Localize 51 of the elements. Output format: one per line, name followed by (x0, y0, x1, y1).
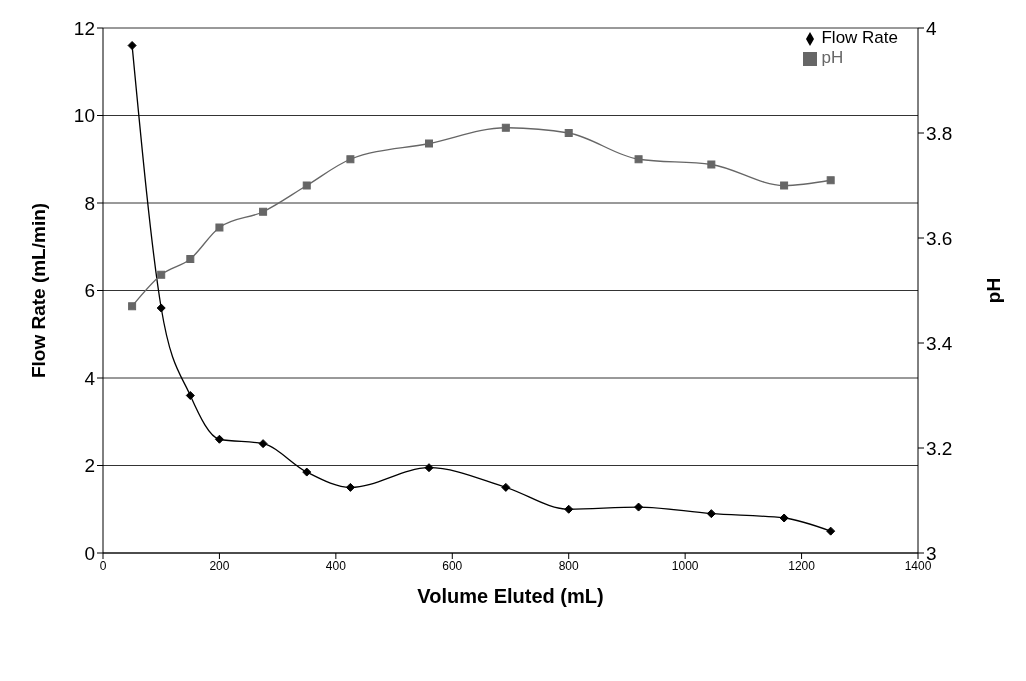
point (425, 139, 433, 148)
y-tick-label: 2 (84, 455, 95, 477)
point (128, 302, 137, 311)
y2-tick-label: 4 (926, 17, 937, 39)
point (345, 482, 355, 492)
y-tick-label: 10 (73, 105, 95, 127)
point (258, 439, 268, 449)
point (424, 463, 434, 473)
y2-tick-label: 3.4 (926, 332, 953, 354)
point (706, 509, 716, 519)
point (157, 270, 166, 279)
y2-tick-label: 3.2 (926, 437, 953, 459)
x-tick-label: 600 (442, 558, 463, 573)
legend-label: pH (821, 48, 844, 67)
point (779, 513, 789, 523)
y2-tick-label: 3.6 (926, 227, 953, 249)
x-axis-title: Volume Eluted (mL) (417, 585, 604, 607)
x-tick-label: 800 (558, 558, 580, 573)
x-tick-label: 200 (209, 558, 230, 573)
y-tick-label: 8 (84, 192, 95, 214)
point (259, 207, 268, 216)
y-axis-title: Flow Rate (mL/min) (27, 202, 49, 379)
point (826, 176, 835, 185)
y2-axis-title: pH (982, 277, 1004, 304)
point (215, 223, 224, 232)
point (185, 391, 195, 400)
y-tick-label: 12 (73, 17, 95, 39)
point (156, 303, 166, 313)
y-tick-label: 6 (84, 280, 95, 302)
x-tick-label: 0 (99, 558, 107, 573)
point (186, 255, 195, 263)
point (564, 129, 573, 137)
x-tick-label: 1200 (788, 558, 816, 573)
point (564, 504, 574, 514)
point (501, 482, 511, 492)
x-tick-label: 1000 (671, 558, 699, 573)
point (780, 181, 789, 190)
point (826, 526, 836, 536)
point (127, 41, 137, 50)
point (634, 502, 644, 512)
point (346, 155, 355, 164)
point (302, 181, 311, 190)
point (214, 434, 224, 444)
y2-tick-label: 3.8 (926, 122, 953, 144)
y-tick-label: 4 (84, 367, 96, 389)
point (501, 123, 510, 132)
x-tick-label: 400 (325, 558, 347, 573)
point (302, 467, 312, 477)
legend-label: Flow Rate (821, 28, 898, 47)
point (634, 155, 643, 164)
point (707, 160, 716, 169)
